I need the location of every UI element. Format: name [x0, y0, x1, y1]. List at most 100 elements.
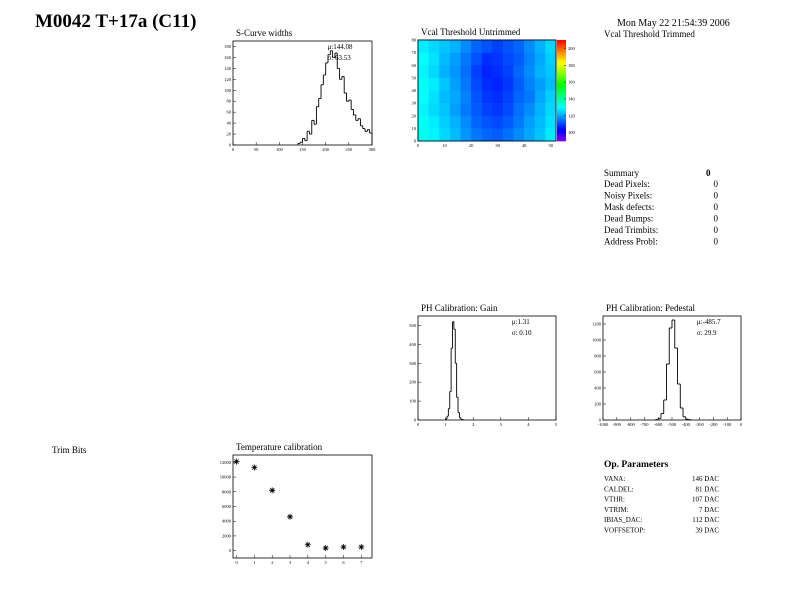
- colorbar-step: [557, 93, 566, 96]
- y-tick-label: 20: [227, 132, 232, 137]
- x-tick-label: 40: [522, 143, 527, 148]
- chart-title: Temperature calibration: [236, 442, 323, 452]
- heatmap-cell: [534, 115, 546, 129]
- heatmap-cell: [471, 115, 482, 129]
- plot-frame: [232, 454, 373, 559]
- summary-value: 0: [714, 225, 719, 235]
- heatmap-cell: [502, 40, 514, 53]
- heatmap-cell: [534, 77, 546, 91]
- summary-label: Dead Trimbits:: [604, 225, 658, 235]
- colorbar-step: [557, 100, 566, 104]
- heatmap-cell: [471, 40, 482, 53]
- plot-frame: [417, 39, 557, 142]
- heatmap-cell: [428, 77, 440, 91]
- x-tick-label: 150: [299, 147, 307, 152]
- y-tick-label: 200: [409, 380, 417, 385]
- colorbar-step: [557, 45, 566, 48]
- x-tick-label: 4: [307, 560, 310, 565]
- x-tick-label: 3: [289, 560, 292, 565]
- heatmap-cell: [545, 52, 557, 66]
- y-tick-label: 200: [594, 402, 602, 407]
- colorbar-step: [557, 65, 566, 69]
- colorbar-step: [557, 103, 566, 106]
- x-tick-label: -900: [613, 422, 622, 427]
- y-tick-label: 80: [227, 99, 232, 104]
- colorbar-step: [557, 110, 566, 114]
- colorbar-step: [557, 67, 566, 71]
- marker: [233, 458, 240, 465]
- heatmap-cell: [481, 103, 493, 117]
- heatmap-cell: [502, 77, 514, 91]
- x-tick-label: -600: [654, 422, 663, 427]
- heatmap-cell: [460, 77, 472, 91]
- y-tick-label: 80: [412, 38, 417, 43]
- x-tick-label: -700: [640, 422, 649, 427]
- heatmap-cell: [481, 77, 493, 91]
- heatmap-cell: [513, 128, 525, 142]
- heatmap-cell: [492, 52, 504, 66]
- colorbar-label: 140: [568, 96, 576, 101]
- y-tick-label: 120: [224, 77, 232, 82]
- heatmap-cell: [492, 115, 504, 129]
- x-tick-label: -100: [723, 422, 732, 427]
- y-tick-label: 0: [229, 548, 232, 553]
- y-tick-label: 100: [409, 399, 417, 404]
- heatmap-cell: [460, 40, 472, 53]
- stat-label: μ:1.31: [512, 318, 530, 326]
- colorbar-step: [557, 133, 566, 137]
- heatmap-cell: [481, 90, 493, 104]
- x-tick-label: -800: [626, 422, 635, 427]
- y-tick-label: 400: [409, 342, 417, 347]
- heatmap-cell: [418, 77, 429, 91]
- op-value: 146 DAC: [692, 475, 719, 483]
- x-tick-label: -400: [682, 422, 691, 427]
- summary-label: Mask defects:: [604, 202, 654, 212]
- x-tick-label: 0: [235, 560, 238, 565]
- colorbar-step: [557, 42, 566, 46]
- marker: [358, 543, 365, 550]
- op-name: IBIAS_DAC:: [604, 516, 643, 524]
- x-tick-label: 200: [322, 147, 330, 152]
- colorbar-step: [557, 95, 566, 99]
- marker: [269, 487, 276, 494]
- plot-frame: [232, 40, 373, 146]
- colorbar-step: [557, 105, 566, 109]
- y-tick-label: 60: [412, 63, 417, 68]
- colorbar-step: [557, 128, 566, 132]
- op-name: VTRIM:: [604, 506, 629, 514]
- heatmap-cell: [449, 115, 461, 129]
- stat-label: σ: 29.9: [697, 329, 717, 337]
- y-tick-label: 8000: [222, 489, 232, 494]
- heatmap-cell: [513, 77, 525, 91]
- heatmap-cell: [502, 65, 514, 79]
- heatmap-cell: [534, 52, 546, 66]
- x-tick-label: 6: [342, 560, 345, 565]
- heatmap-cell: [545, 77, 557, 91]
- heatmap-cell: [460, 52, 472, 66]
- x-tick-label: 3: [500, 422, 503, 427]
- colorbar-step: [557, 120, 566, 124]
- heatmap-cell: [439, 40, 451, 53]
- heatmap-cell: [428, 128, 440, 142]
- op-title: Op. Parameters: [604, 460, 669, 470]
- x-tick-label: 0: [417, 143, 420, 148]
- heatmap-cell: [428, 103, 440, 117]
- x-tick-label: 0: [740, 422, 743, 427]
- heatmap-cell: [524, 128, 536, 142]
- heatmap-cell: [513, 103, 525, 117]
- y-tick-label: 0: [229, 143, 232, 148]
- colorbar-label: 200: [568, 46, 576, 51]
- heatmap-cell: [513, 90, 525, 104]
- heatmap-cell: [524, 115, 536, 129]
- heatmap-cell: [545, 65, 557, 79]
- heatmap-cell: [524, 103, 536, 117]
- y-tick-label: 0: [414, 418, 417, 423]
- heatmap-cell: [418, 52, 429, 66]
- heatmap-cell: [439, 77, 451, 91]
- heatmap-cell: [471, 103, 482, 117]
- heatmap-cell: [481, 52, 493, 66]
- heatmap-cell: [534, 65, 546, 79]
- marker: [340, 543, 347, 550]
- heatmap-cell: [428, 65, 440, 79]
- summary-value: 0: [714, 179, 719, 189]
